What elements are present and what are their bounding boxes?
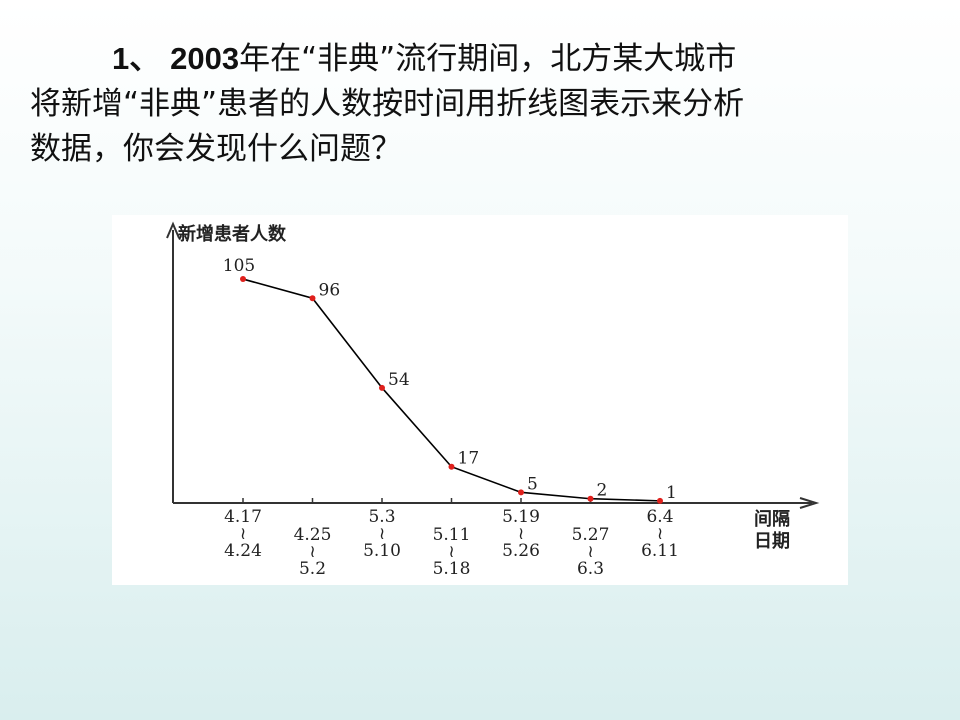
x-tick-label: ≀ xyxy=(518,524,524,544)
x-tick-label: 5.2 xyxy=(299,559,326,579)
point xyxy=(657,497,663,504)
point xyxy=(240,276,246,283)
x-tick-label: 5.11 xyxy=(433,525,471,545)
question-line: 1、 2003年在“非典”流行期间，北方某大城市 xyxy=(30,36,940,82)
x-tick-label: 4.25 xyxy=(294,525,332,545)
data-label: 54 xyxy=(388,370,410,390)
x-tick-label: 5.26 xyxy=(502,541,540,561)
point xyxy=(587,495,594,502)
x-tick-label: 5.10 xyxy=(363,541,401,561)
y-axis-arrow xyxy=(166,221,180,239)
x-tick-label: 5.18 xyxy=(433,559,471,579)
x-axis-label: 间隔 xyxy=(754,509,790,530)
x-tick-label: ≀ xyxy=(379,524,385,544)
question: 1、 2003年在“非典”流行期间，北方某大城市 将新增“非典”患者的人数按时间… xyxy=(30,36,940,172)
question-text: 年在“非典”流行期间，北方某大城市 xyxy=(239,41,737,77)
data-label: 96 xyxy=(319,280,341,300)
data-label: 17 xyxy=(458,449,480,469)
x-tick-label: ≀ xyxy=(587,542,593,562)
x-tick-label: 6.4 xyxy=(646,507,673,527)
point xyxy=(448,463,455,470)
point xyxy=(309,295,316,302)
point xyxy=(518,489,524,496)
x-axis-arrow xyxy=(799,497,820,509)
data-label: 5 xyxy=(527,474,538,494)
x-tick-label: 4.24 xyxy=(224,541,262,561)
x-tick-label: 5.3 xyxy=(368,507,395,527)
x-tick-label: ≀ xyxy=(448,542,454,562)
data-label: 105 xyxy=(223,256,255,276)
x-tick-label: 5.27 xyxy=(572,525,610,545)
question-line: 将新增“非典”患者的人数按时间用折线图表示来分析 xyxy=(30,86,745,122)
y-axis-label: 新增患者人数 xyxy=(178,223,287,245)
point xyxy=(379,384,385,391)
question-number: 1、 xyxy=(112,41,161,76)
x-tick-label: 6.11 xyxy=(641,541,679,561)
data-label: 1 xyxy=(666,483,677,503)
x-tick-label: ≀ xyxy=(657,524,663,544)
chart-background xyxy=(112,215,848,585)
x-tick-label: ≀ xyxy=(240,524,246,544)
x-axis-label: 日期 xyxy=(754,531,790,552)
question-line: 数据，你会发现什么问题？ xyxy=(30,131,402,167)
data-label: 2 xyxy=(597,481,608,501)
question-year: 2003 xyxy=(170,41,240,76)
x-tick-label: 4.17 xyxy=(224,507,262,527)
x-tick-label: ≀ xyxy=(309,542,315,562)
x-tick-label: 5.19 xyxy=(502,507,540,527)
x-tick-label: 6.3 xyxy=(577,559,604,579)
